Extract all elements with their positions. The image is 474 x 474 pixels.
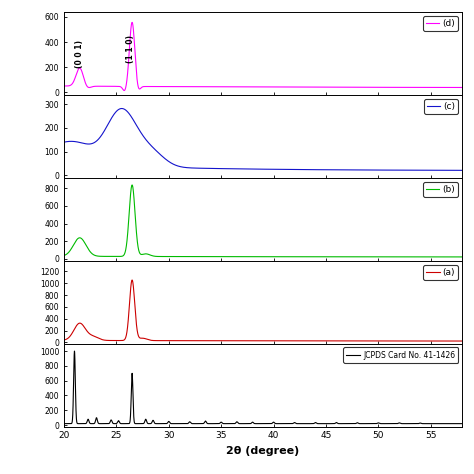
Text: (0 0 1): (0 0 1) [75, 40, 84, 68]
Legend: (b): (b) [423, 182, 457, 197]
Text: (1 1 0): (1 1 0) [126, 36, 135, 64]
Legend: JCPDS Card No. 41-1426: JCPDS Card No. 41-1426 [343, 347, 458, 363]
X-axis label: 2θ (degree): 2θ (degree) [227, 446, 300, 456]
Legend: (a): (a) [423, 265, 457, 280]
Legend: (c): (c) [424, 100, 457, 114]
Legend: (d): (d) [423, 17, 457, 31]
